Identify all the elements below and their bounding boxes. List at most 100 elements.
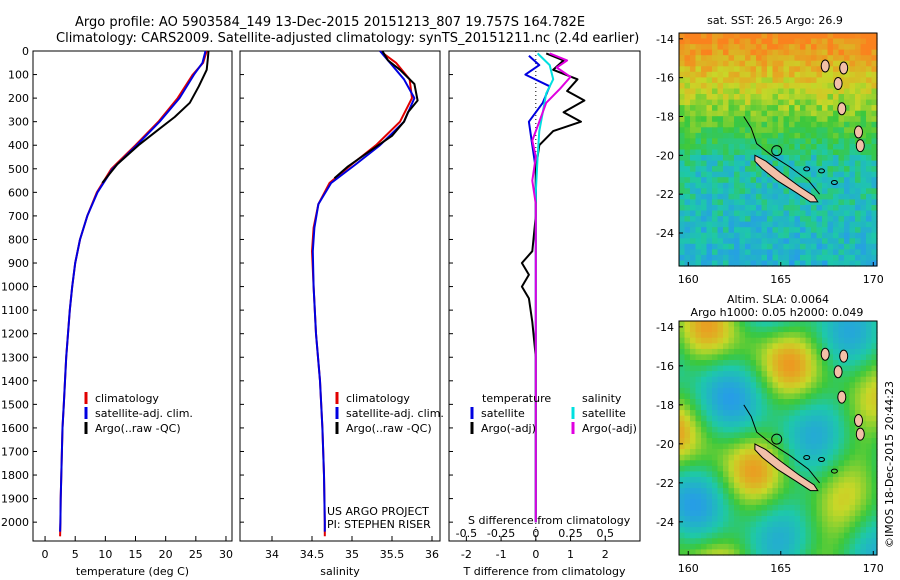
heatmap-cell xyxy=(855,516,862,523)
heatmap-cell xyxy=(728,243,735,250)
heatmap-cell xyxy=(712,105,719,112)
heatmap-cell xyxy=(690,326,697,333)
heatmap-cell xyxy=(706,516,713,523)
heatmap-cell xyxy=(723,227,730,234)
heatmap-cell xyxy=(717,360,724,367)
island-vanuatu xyxy=(837,390,847,404)
heatmap-cell xyxy=(827,132,834,139)
heatmap-cell xyxy=(816,365,823,372)
heatmap-cell xyxy=(723,232,730,239)
heatmap-cell xyxy=(789,60,796,67)
heatmap-cell xyxy=(723,55,730,62)
heatmap-cell xyxy=(833,527,840,534)
heatmap-cell xyxy=(712,82,719,89)
heatmap-cell xyxy=(794,482,801,489)
heatmap-cell xyxy=(701,94,708,101)
heatmap-cell xyxy=(679,127,686,134)
heatmap-cell xyxy=(833,210,840,217)
heatmap-cell xyxy=(800,182,807,189)
heatmap-cell xyxy=(838,488,845,495)
heatmap-cell xyxy=(783,516,790,523)
heatmap-cell xyxy=(827,343,834,350)
heatmap-cell xyxy=(816,465,823,473)
heatmap-cell xyxy=(800,527,807,534)
heatmap-cell xyxy=(871,516,878,523)
heatmap-cell xyxy=(728,44,735,51)
heatmap-cell xyxy=(827,160,834,167)
heatmap-cell xyxy=(805,460,812,467)
series-line-temperature-argo-adj- xyxy=(520,52,586,523)
heatmap-cell xyxy=(706,376,713,383)
heatmap-cell xyxy=(844,193,851,200)
heatmap-cell xyxy=(838,55,845,62)
heatmap-cell xyxy=(783,60,790,67)
heatmap-cell xyxy=(789,138,796,145)
heatmap-cell xyxy=(690,499,697,506)
heatmap-cell xyxy=(767,127,774,134)
map-y-tick-label: -24 xyxy=(656,516,674,529)
heatmap-cell xyxy=(706,532,713,539)
heatmap-cell xyxy=(860,326,867,333)
heatmap-cell xyxy=(728,399,735,406)
heatmap-cell xyxy=(772,499,779,506)
y-tick-label: 700 xyxy=(8,210,29,223)
heatmap-cell xyxy=(772,426,779,434)
heatmap-cell xyxy=(833,260,840,267)
heatmap-cell xyxy=(783,365,790,372)
heatmap-cell xyxy=(860,243,867,250)
heatmap-cell xyxy=(756,343,763,350)
heatmap-cell xyxy=(778,166,785,173)
heatmap-cell xyxy=(811,199,818,206)
heatmap-cell xyxy=(684,438,691,445)
heatmap-cell xyxy=(805,160,812,167)
heatmap-cell xyxy=(794,443,801,450)
heatmap-cell xyxy=(761,421,768,428)
heatmap-cell xyxy=(728,60,735,67)
heatmap-cell xyxy=(833,243,840,250)
heatmap-cell xyxy=(772,421,779,428)
heatmap-cell xyxy=(739,132,746,139)
heatmap-cell xyxy=(717,110,724,117)
heatmap-cell xyxy=(728,426,735,434)
heatmap-cell xyxy=(833,482,840,489)
heatmap-cell xyxy=(684,382,691,389)
island-vanuatu xyxy=(833,77,843,90)
heatmap-cell xyxy=(789,549,796,556)
heatmap-cell xyxy=(679,432,686,439)
heatmap-cell xyxy=(838,460,845,467)
heatmap-cell xyxy=(745,438,752,445)
heatmap-cell xyxy=(871,193,878,200)
heatmap-cell xyxy=(871,404,878,411)
heatmap-cell xyxy=(849,82,856,89)
heatmap-cell xyxy=(734,205,741,212)
heatmap-cell xyxy=(717,260,724,267)
heatmap-cell xyxy=(866,182,873,189)
heatmap-cell xyxy=(739,199,746,206)
heatmap-cell xyxy=(772,399,779,406)
heatmap-cell xyxy=(833,387,840,395)
heatmap-cell xyxy=(717,105,724,112)
heatmap-cell xyxy=(789,71,796,78)
heatmap-cell xyxy=(822,482,829,489)
heatmap-cell xyxy=(783,144,790,151)
heatmap-cell xyxy=(701,243,708,250)
heatmap-cell xyxy=(679,543,686,551)
heatmap-cell xyxy=(679,376,686,383)
heatmap-cell xyxy=(712,182,719,189)
heatmap-cell xyxy=(871,477,878,484)
heatmap-cell xyxy=(805,210,812,217)
heatmap-cell xyxy=(734,504,741,512)
heatmap-cell xyxy=(827,232,834,239)
heatmap-cell xyxy=(745,348,752,356)
heatmap-cell xyxy=(838,155,845,162)
heatmap-cell xyxy=(838,160,845,167)
heatmap-cell xyxy=(822,527,829,534)
heatmap-cell xyxy=(717,504,724,512)
heatmap-cell xyxy=(679,71,686,78)
heatmap-cell xyxy=(800,94,807,101)
heatmap-cell xyxy=(827,321,834,328)
heatmap-cell xyxy=(811,232,818,239)
heatmap-cell xyxy=(789,443,796,450)
heatmap-cell xyxy=(695,177,702,184)
heatmap-cell xyxy=(717,337,724,344)
